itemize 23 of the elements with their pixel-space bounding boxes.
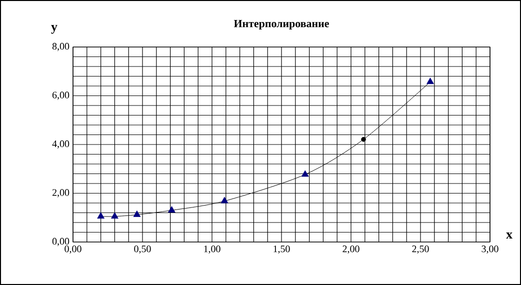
point [361,136,366,142]
y-axis-title: y [51,25,58,34]
x-tick-label: 2,50 [412,246,429,254]
y-tick-label: 2,00 [52,189,70,198]
point [97,212,104,219]
point [301,170,309,177]
y-tick-label: 4,00 [52,140,70,149]
x-tick-label: 0,00 [64,246,82,254]
y-tick-label: 6,00 [52,92,70,100]
x-tick-label: 2,00 [342,246,360,254]
point [133,210,141,217]
x-tick-label: 0,50 [134,246,151,254]
x-tick-label: 1,50 [274,246,290,254]
x-axis-title: x [506,232,512,238]
point [111,212,118,219]
x-tick-label: 3,00 [482,246,498,254]
chart-title: Интерполирование [234,20,329,30]
point [220,196,228,204]
y-tick-label: 0,00 [52,238,70,246]
point [168,206,176,213]
point [426,78,434,84]
x-tick-label: 1,00 [204,246,220,254]
y-tick-label: 8,00 [52,42,70,52]
